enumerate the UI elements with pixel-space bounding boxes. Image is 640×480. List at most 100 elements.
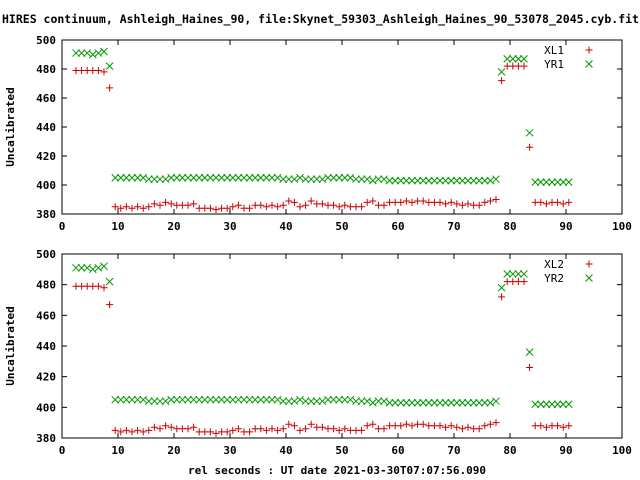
- data-point: [475, 398, 484, 407]
- data-point: [133, 173, 142, 182]
- data-point: [307, 397, 316, 406]
- data-point: [223, 428, 231, 436]
- data-point: [537, 198, 545, 206]
- data-point: [312, 175, 321, 184]
- data-point: [391, 398, 400, 407]
- data-point: [452, 398, 461, 407]
- data-point: [212, 206, 220, 214]
- data-point: [548, 400, 556, 409]
- data-point: [94, 282, 102, 290]
- data-point: [83, 263, 92, 272]
- data-point: [122, 173, 131, 182]
- data-point: [256, 173, 265, 182]
- data-point: [111, 173, 120, 182]
- data-point: [396, 398, 405, 407]
- data-point: [302, 201, 310, 209]
- data-point: [229, 426, 237, 434]
- data-point: [469, 398, 478, 407]
- data-point: [178, 173, 187, 182]
- data-point: [520, 54, 528, 63]
- data-point: [486, 420, 494, 428]
- x-tick-label: 70: [447, 444, 460, 457]
- data-point: [150, 175, 159, 184]
- legend-label: XL1: [544, 44, 564, 57]
- data-point: [206, 395, 215, 404]
- data-point: [273, 173, 282, 182]
- data-point: [167, 173, 176, 182]
- data-point: [296, 395, 304, 404]
- data-point: [256, 395, 265, 404]
- data-point: [251, 395, 260, 404]
- data-point: [424, 176, 433, 185]
- data-point: [257, 425, 265, 433]
- data-point: [105, 62, 114, 70]
- data-point: [245, 173, 254, 182]
- data-point: [223, 395, 232, 404]
- data-point: [480, 398, 489, 407]
- chart-panels: 0 10 20 30 40 50 60 70 80 90 100380400420440460480…: [4, 34, 632, 457]
- legend-marker: [585, 60, 593, 68]
- data-point: [268, 425, 276, 433]
- data-point: [94, 49, 103, 57]
- data-point: [357, 175, 366, 184]
- data-point: [554, 198, 562, 206]
- data-point: [111, 426, 119, 434]
- chart-title: HIRES continuum, Ashleigh_Haines_90, fil…: [2, 12, 640, 27]
- data-point: [430, 398, 439, 407]
- data-point: [240, 395, 248, 404]
- data-point: [106, 84, 114, 92]
- data-point: [536, 400, 545, 409]
- data-point: [234, 425, 242, 433]
- legend-marker: [585, 274, 593, 282]
- data-point: [408, 198, 416, 206]
- data-point: [368, 176, 377, 185]
- data-point: [234, 201, 242, 209]
- y-tick-label: 380: [36, 432, 56, 445]
- data-point: [144, 175, 153, 184]
- data-point: [268, 395, 276, 404]
- data-point: [195, 395, 204, 404]
- data-point: [492, 397, 500, 406]
- data-point: [397, 422, 405, 430]
- data-point: [442, 423, 450, 431]
- data-point: [542, 400, 551, 409]
- data-point: [419, 176, 428, 185]
- data-point: [257, 201, 265, 209]
- legend-marker: [585, 46, 593, 54]
- data-point: [117, 428, 125, 436]
- data-point: [234, 395, 243, 404]
- data-point: [268, 173, 276, 182]
- y-tick-label: 380: [36, 208, 56, 221]
- data-point: [184, 395, 192, 404]
- data-point: [83, 49, 92, 57]
- data-point: [497, 283, 506, 292]
- x-tick-label: 50: [335, 220, 348, 233]
- data-point: [285, 420, 293, 428]
- data-point: [162, 422, 170, 430]
- chart-panel-1: 0 10 20 30 40 50 60 70 80 90 100 380 400 420 440 460 480…: [4, 34, 632, 233]
- y-axis-label: Uncalibrated: [4, 306, 17, 385]
- data-point: [352, 175, 360, 184]
- data-point: [453, 423, 461, 431]
- data-point: [167, 423, 175, 431]
- data-point: [77, 49, 86, 57]
- data-point: [363, 175, 372, 184]
- data-point: [553, 400, 562, 409]
- data-point: [128, 428, 136, 436]
- data-point: [469, 176, 478, 185]
- data-point: [223, 173, 232, 182]
- chart-panel-2: 0 10 20 30 40 50 60 70 80 90 100 380 400 420 440 460 480…: [4, 248, 632, 457]
- data-point: [122, 426, 130, 434]
- data-point: [447, 422, 455, 430]
- data-point: [492, 196, 500, 203]
- data-point: [363, 422, 371, 430]
- data-point: [156, 425, 164, 433]
- data-point: [508, 270, 517, 278]
- data-point: [475, 176, 484, 185]
- data-point: [503, 54, 512, 63]
- data-point: [262, 395, 271, 404]
- data-point: [559, 400, 568, 409]
- x-axis-label: rel seconds : UT date 2021-03-30T07:07:5…: [188, 464, 486, 477]
- data-point: [531, 178, 540, 186]
- y-tick-label: 480: [36, 279, 56, 292]
